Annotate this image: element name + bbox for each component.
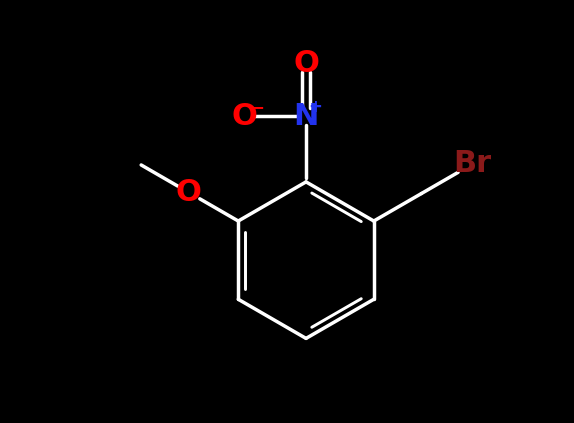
Text: O: O bbox=[176, 178, 201, 207]
Text: +: + bbox=[308, 98, 322, 116]
Text: Br: Br bbox=[453, 149, 492, 179]
Text: −: − bbox=[250, 98, 265, 115]
Text: O: O bbox=[232, 102, 258, 131]
Text: O: O bbox=[293, 49, 319, 78]
Text: N: N bbox=[293, 102, 319, 131]
